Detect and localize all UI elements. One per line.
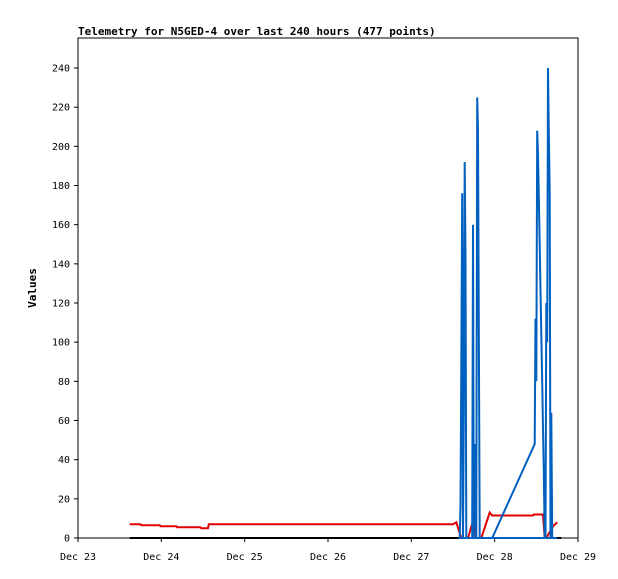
y-tick-label: 240 [52,64,70,75]
x-tick-label: Dec 28 [477,552,513,563]
x-tick-label: Dec 27 [393,552,429,563]
y-tick-label: 180 [52,181,70,192]
y-tick-label: 80 [58,377,70,388]
y-tick-label: 140 [52,259,70,270]
y-tick-label: 200 [52,142,70,153]
y-axis-ticks: 0 20 40 60 80 100 120 140 160 180 200 220 240 [52,64,78,545]
x-tick-label: Dec 29 [560,552,596,563]
x-axis-ticks: Dec 23 Dec 24 Dec 25 Dec 26 Dec 27 Dec 28 Dec … [60,538,596,563]
series-layer [129,67,562,539]
y-tick-label: 160 [52,220,70,231]
y-tick-label: 120 [52,299,70,310]
y-tick-label: 20 [58,494,70,505]
chart-title: Telemetry for N5GED-4 over last 240 hour… [78,25,436,38]
x-tick-label: Dec 24 [143,552,179,563]
y-tick-label: 100 [52,338,70,349]
plot-area [77,37,579,539]
series-line-3 [458,67,558,539]
y-tick-label: 40 [58,455,70,466]
x-tick-label: Dec 25 [227,552,263,563]
y-tick-label: 60 [58,416,70,427]
y-tick-label: 0 [64,534,70,545]
x-tick-label: Dec 26 [310,552,346,563]
y-tick-label: 220 [52,103,70,114]
x-tick-label: Dec 23 [60,552,96,563]
y-axis-label: Values [26,268,39,308]
